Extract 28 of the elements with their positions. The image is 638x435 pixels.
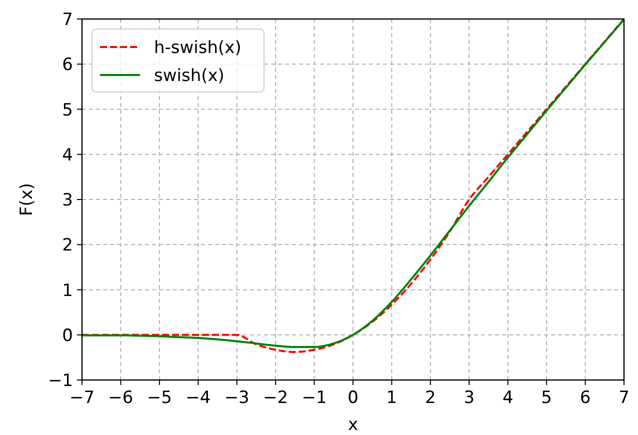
y-tick-label: 1 xyxy=(62,280,73,301)
y-tick-label: 3 xyxy=(62,190,73,210)
x-tick-label: 6 xyxy=(580,388,591,408)
y-tick-label: 6 xyxy=(62,55,73,76)
y-tick-label: 2 xyxy=(62,236,73,256)
x-axis-title: x xyxy=(348,415,358,435)
x-tick-label: −5 xyxy=(146,388,172,408)
y-tick-label: 7 xyxy=(62,10,73,30)
y-tick-label: 4 xyxy=(62,145,73,166)
x-tick-label: −7 xyxy=(69,388,95,408)
legend-label: h-swish(x) xyxy=(154,38,242,58)
y-tick-label: 0 xyxy=(62,326,73,346)
x-tick-label: −4 xyxy=(186,388,211,408)
x-tick-label: −1 xyxy=(302,388,327,408)
x-tick-label: 7 xyxy=(618,388,630,408)
x-tick-label: −6 xyxy=(108,388,134,408)
legend-label: swish(x) xyxy=(154,66,224,86)
x-tick-label: 5 xyxy=(541,388,552,408)
x-tick-label: 1 xyxy=(386,388,398,408)
x-tick-label: 0 xyxy=(348,388,358,408)
x-tick-label: 2 xyxy=(425,388,436,408)
y-axis-title: F(x) xyxy=(17,182,37,216)
y-tick-label: −1 xyxy=(48,371,73,391)
x-tick-label: −3 xyxy=(224,388,250,408)
x-tick-label: 4 xyxy=(502,388,514,408)
x-tick-label: −2 xyxy=(263,388,288,408)
x-tick-label: 3 xyxy=(464,388,475,408)
y-tick-label: 5 xyxy=(62,100,73,120)
